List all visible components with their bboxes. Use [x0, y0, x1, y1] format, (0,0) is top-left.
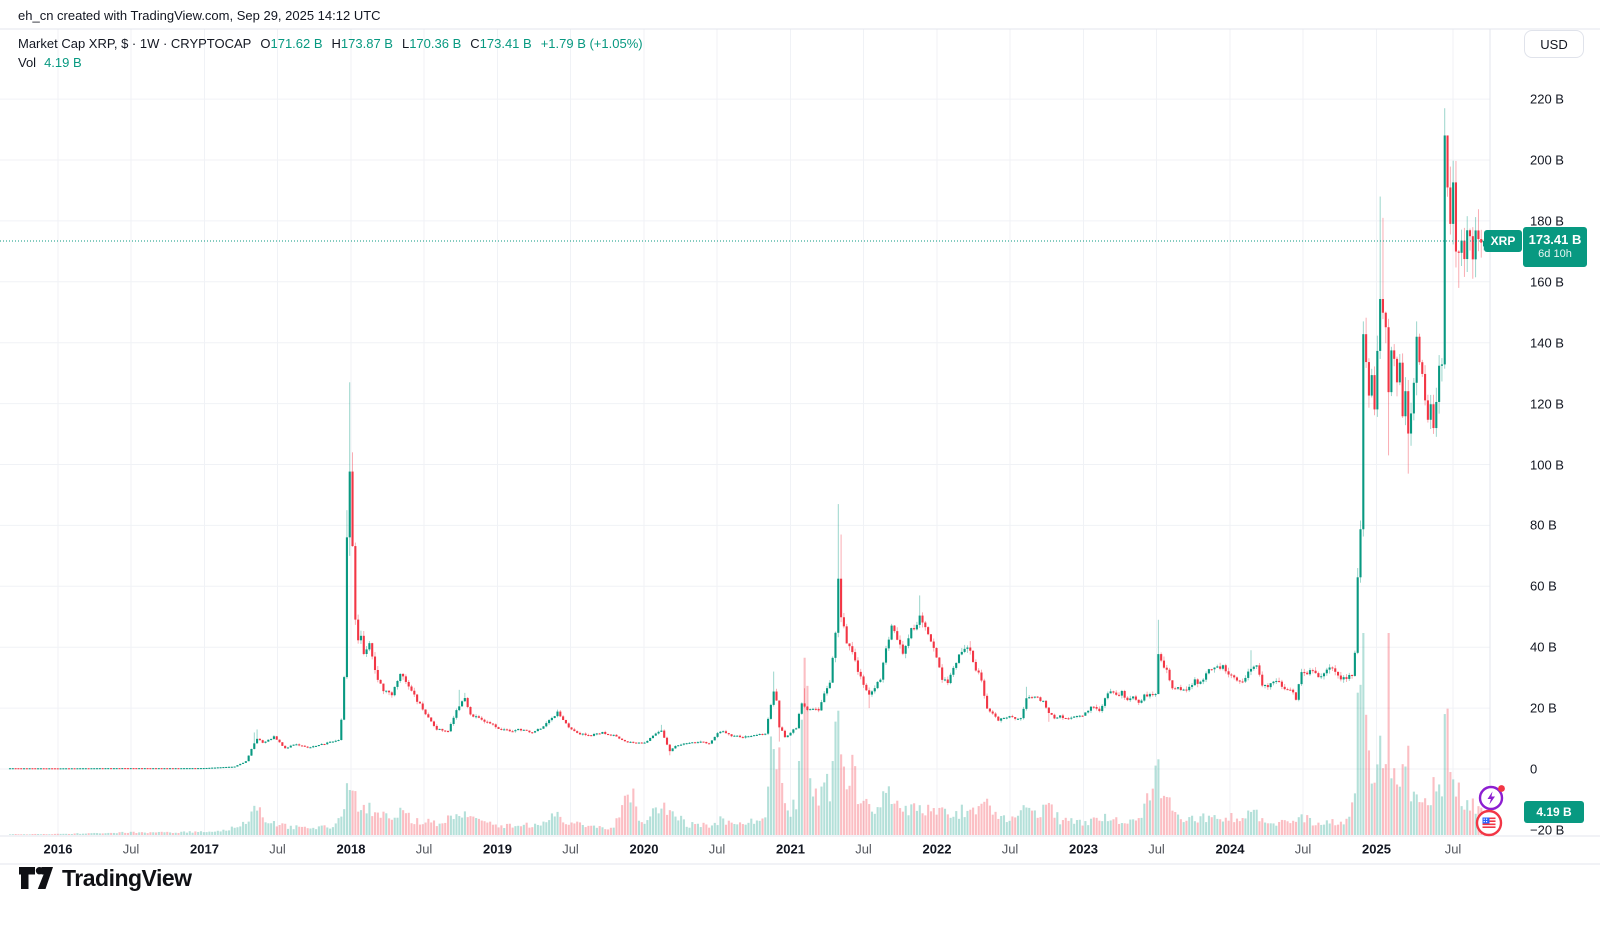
- last-price-label[interactable]: 173.41 B 6d 10h: [1523, 226, 1587, 267]
- volume-bars-layer: [9, 633, 1486, 835]
- ohlc-low: L170.36 B: [401, 36, 462, 51]
- symbol-legend: Market Cap XRP, $ · 1W · CRYPTOCAP O171.…: [18, 36, 643, 51]
- volume-label: Vol: [18, 55, 37, 70]
- us-flag-event-icon[interactable]: [1474, 808, 1504, 838]
- ohlc-high: H173.87 B: [331, 36, 393, 51]
- tradingview-logo-text: TradingView: [62, 864, 192, 891]
- change-value: +1.79 B (+1.05%): [540, 36, 643, 51]
- symbol-price-flag: XRP: [1484, 229, 1522, 252]
- last-volume-label: 4.19 B: [1524, 801, 1584, 823]
- bar-countdown: 6d 10h: [1538, 248, 1572, 261]
- volume-value: 4.19 B: [44, 55, 82, 70]
- ohlc-open: O171.62 B: [260, 36, 323, 51]
- volume-legend: Vol 4.19 B: [18, 55, 82, 70]
- lightning-event-icon[interactable]: [1477, 782, 1507, 812]
- symbol-title[interactable]: Market Cap XRP, $ · 1W · CRYPTOCAP: [18, 36, 252, 51]
- attribution-header: eh_cn created with TradingView.com, Sep …: [18, 8, 381, 23]
- ohlc-close: C173.41 B: [470, 36, 532, 51]
- last-price-value: 173.41 B: [1528, 232, 1582, 248]
- currency-toggle-button[interactable]: USD: [1524, 30, 1584, 58]
- candles-layer: [8, 108, 1486, 770]
- tradingview-logo-icon: [19, 867, 53, 889]
- tradingview-logo[interactable]: TradingView: [18, 864, 192, 892]
